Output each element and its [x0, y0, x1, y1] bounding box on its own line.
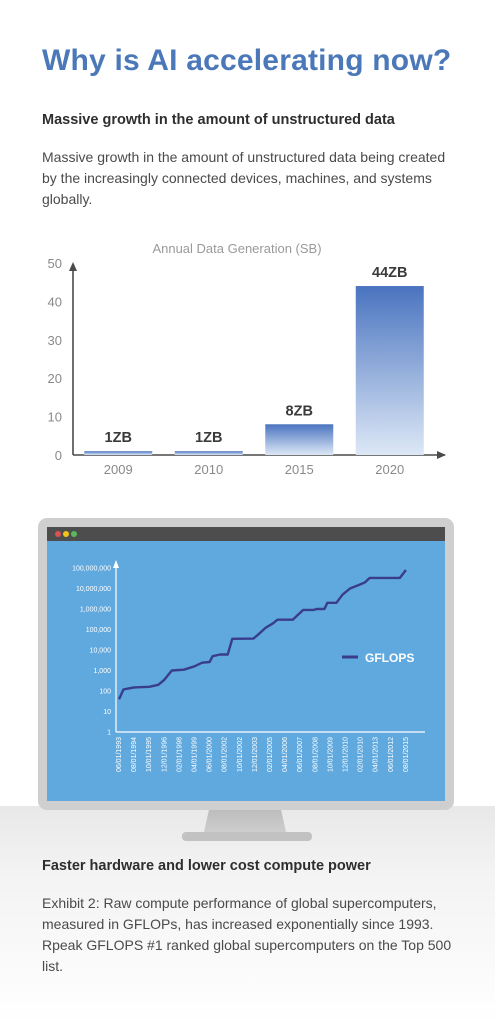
x-tick-label: 2015	[285, 462, 314, 477]
section-heading-compute-power: Faster hardware and lower cost compute p…	[42, 858, 371, 874]
monitor-frame: 1 10 100 1,000 10,000 100,000 1,000,000 10,000,…	[38, 518, 454, 810]
x-tick-label: 04/01/1999	[192, 737, 199, 772]
x-tick-label: 02/01/2005	[267, 737, 274, 772]
gflops-series-line	[117, 569, 407, 700]
x-tick-label: 10/01/2002	[237, 737, 244, 772]
data-generation-bar-chart: Annual Data Generation (SB) 0 10 20 30 40 50 1Z…	[48, 241, 446, 477]
y-tick-label: 100,000	[86, 627, 111, 634]
bar-2020	[355, 286, 424, 455]
section-text-data-growth: Massive growth in the amount of unstruct…	[42, 149, 446, 207]
x-tick-label: 12/01/2010	[343, 737, 350, 772]
y-axis-arrow-icon	[113, 560, 119, 568]
x-tick-label: 08/01/2015	[403, 737, 410, 772]
monitor-stand-base	[182, 832, 312, 841]
gflops-line-chart: 1 10 100 1,000 10,000 100,000 1,000,000 10,000,…	[72, 560, 425, 772]
y-tick-label: 100	[99, 689, 111, 696]
y-tick-label: 30	[48, 333, 62, 348]
bar-data-label: 44ZB	[372, 265, 407, 281]
window-dot-yellow	[63, 531, 69, 537]
bar-data-label: 1ZB	[105, 430, 132, 446]
x-tick-label: 12/01/1996	[161, 737, 168, 772]
x-tick-label: 2010	[194, 462, 223, 477]
section-heading-data-growth: Massive growth in the amount of unstruct…	[42, 112, 395, 128]
x-tick-label: 04/01/2013	[373, 737, 380, 772]
x-tick-label: 06/01/2012	[388, 737, 395, 772]
window-dot-red	[55, 531, 61, 537]
y-tick-label: 1,000,000	[80, 607, 111, 614]
x-tick-label: 06/01/1993	[116, 737, 123, 772]
y-tick-label: 10	[48, 410, 62, 425]
y-tick-label: 10,000,000	[76, 586, 111, 593]
x-tick-label: 06/01/2007	[297, 737, 304, 772]
y-tick-label: 10	[103, 709, 111, 716]
x-tick-label: 04/01/2006	[282, 737, 289, 772]
x-tick-label: 10/01/1995	[146, 737, 153, 772]
window-dot-green	[71, 531, 77, 537]
bar-chart-title: Annual Data Generation (SB)	[152, 241, 321, 256]
page-title: Why is AI accelerating now?	[42, 44, 452, 77]
y-tick-label: 1,000	[93, 668, 111, 675]
x-tick-label: 12/01/2003	[252, 737, 259, 772]
bar-2010	[174, 451, 243, 455]
y-tick-label: 100,000,000	[72, 566, 111, 573]
y-tick-label: 40	[48, 294, 62, 309]
x-tick-label: 08/01/2008	[312, 737, 319, 772]
x-tick-label: 2009	[104, 462, 133, 477]
monitor-stand-neck	[204, 810, 286, 832]
bar-data-label: 8ZB	[286, 403, 313, 419]
y-tick-label: 0	[55, 448, 62, 463]
bar-2015	[265, 424, 334, 455]
x-axis-arrow-icon	[437, 451, 446, 459]
y-tick-label: 10,000	[90, 648, 112, 655]
monitor-screen: 1 10 100 1,000 10,000 100,000 1,000,000 10,000,…	[47, 527, 445, 801]
x-tick-label: 08/01/2002	[222, 737, 229, 772]
section-text-compute-power: Exhibit 2: Raw compute performance of gl…	[42, 895, 452, 974]
x-tick-label: 06/01/2000	[207, 737, 214, 772]
bottom-background	[0, 806, 495, 1024]
x-tick-label: 2020	[375, 462, 404, 477]
y-tick-label: 50	[48, 256, 62, 271]
y-axis-arrow-icon	[69, 262, 77, 271]
x-tick-label: 10/01/2009	[327, 737, 334, 772]
y-tick-label: 20	[48, 371, 62, 386]
y-tick-label: 1	[107, 730, 111, 737]
bar-2009	[84, 451, 153, 455]
window-title-bar	[47, 527, 445, 541]
x-tick-label: 02/01/1998	[176, 737, 183, 772]
legend-label: GFLOPS	[365, 651, 414, 665]
x-tick-label: 02/01/2010	[358, 737, 365, 772]
x-tick-label: 08/01/1994	[131, 737, 138, 772]
bar-data-label: 1ZB	[195, 430, 222, 446]
